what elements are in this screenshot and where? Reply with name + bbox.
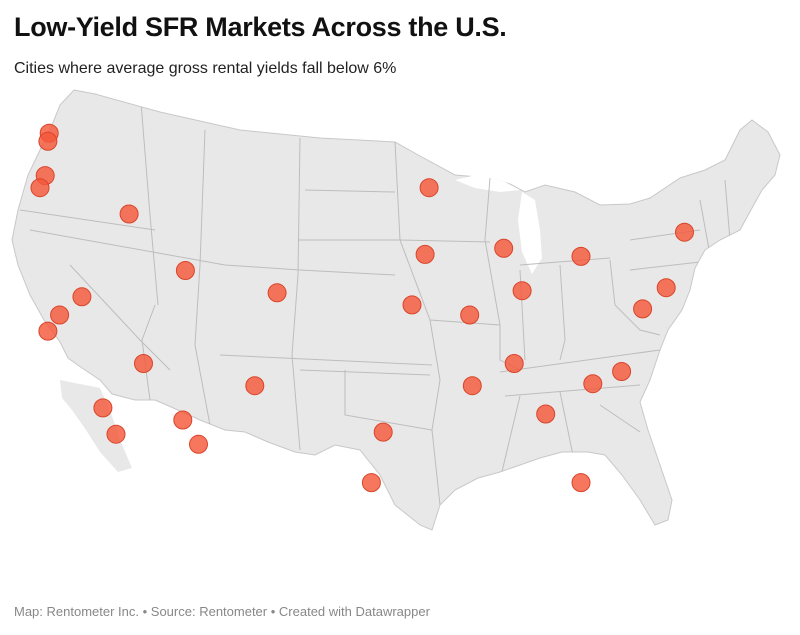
city-markers [30, 123, 694, 493]
city-marker [583, 374, 603, 394]
city-marker [571, 246, 591, 266]
lake-superior [455, 174, 520, 192]
lake-michigan [518, 192, 542, 274]
city-marker [571, 473, 591, 493]
city-marker [38, 131, 58, 151]
city-marker [415, 244, 435, 264]
city-marker [173, 410, 193, 430]
continental-us-shape [11, 89, 781, 531]
city-marker [373, 422, 393, 442]
city-marker [494, 238, 514, 258]
city-marker [633, 299, 653, 319]
city-marker [245, 376, 265, 396]
city-marker [175, 261, 195, 280]
footer-separator-2: • [267, 604, 279, 619]
city-marker [536, 404, 556, 424]
source-credit: Source: Rentometer [150, 604, 268, 619]
city-marker [106, 424, 126, 444]
city-marker [419, 178, 439, 198]
land-layer [11, 89, 781, 531]
baja-california-shape [60, 380, 132, 472]
city-marker [30, 178, 50, 198]
us-map [11, 89, 781, 531]
city-marker [93, 398, 113, 418]
city-marker [267, 283, 287, 303]
city-marker [460, 305, 480, 325]
map-subtitle: Cities where average gross rental yields… [14, 60, 397, 77]
city-marker [402, 295, 422, 315]
footer-separator-1: • [139, 604, 151, 619]
city-marker [134, 354, 153, 373]
city-marker [512, 281, 532, 301]
city-marker [50, 305, 70, 325]
city-marker [72, 287, 92, 307]
city-marker [119, 204, 139, 224]
city-marker [189, 434, 208, 454]
city-marker [612, 362, 632, 381]
state-borders [19, 90, 731, 506]
city-marker [656, 278, 676, 298]
footer-credits: Map: Rentometer Inc. • Source: Rentomete… [14, 604, 430, 619]
city-marker [38, 321, 58, 341]
created-with-credit: Created with Datawrapper [278, 604, 430, 619]
city-marker [504, 354, 524, 373]
city-marker [462, 376, 482, 396]
map-title: Low-Yield SFR Markets Across the U.S. [14, 12, 507, 42]
city-marker [361, 473, 381, 493]
city-marker [675, 222, 694, 242]
map-credit: Map: Rentometer Inc. [14, 604, 139, 619]
